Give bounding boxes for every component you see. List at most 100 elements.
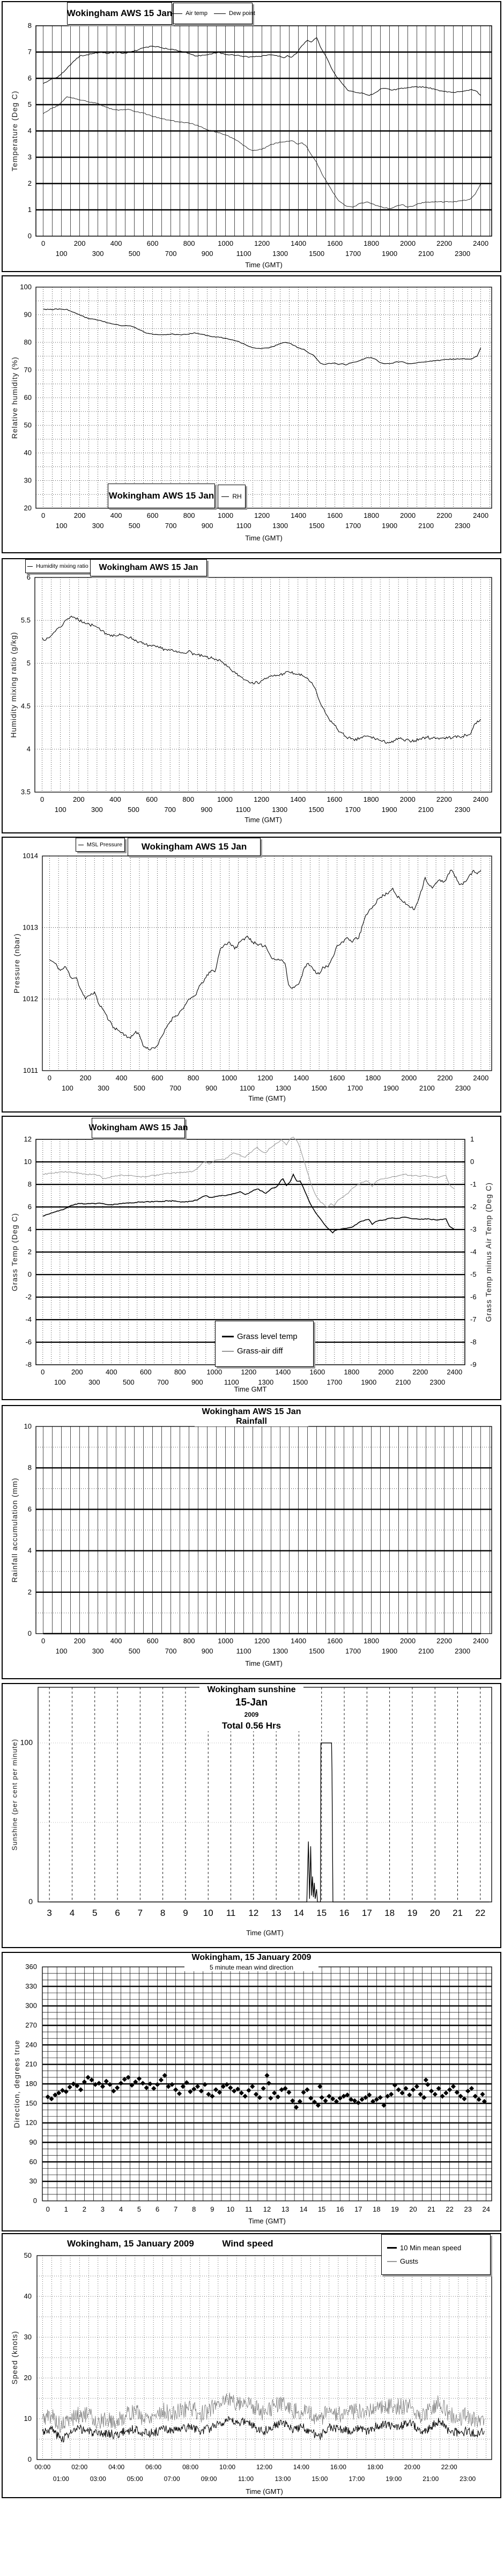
svg-text:20: 20 <box>409 2205 417 2213</box>
svg-text:500: 500 <box>134 1084 145 1092</box>
svg-text:2400: 2400 <box>473 795 488 803</box>
legend-label: Humidity mixing ratio <box>36 563 88 569</box>
svg-text:1700: 1700 <box>345 806 361 814</box>
svg-text:500: 500 <box>128 806 139 814</box>
svg-text:12:00: 12:00 <box>256 2463 272 2471</box>
svg-text:600: 600 <box>152 1074 164 1082</box>
svg-text:600: 600 <box>147 511 159 519</box>
svg-text:600: 600 <box>146 795 158 803</box>
chart-title-box: Wokingham AWS 15 Jan <box>89 1118 188 1138</box>
svg-text:09:00: 09:00 <box>201 2475 217 2483</box>
svg-text:0: 0 <box>48 1074 51 1082</box>
svg-text:21: 21 <box>453 1908 463 1918</box>
svg-text:200: 200 <box>80 1074 92 1082</box>
svg-text:1700: 1700 <box>327 1378 342 1386</box>
x-axis-title: Time (GMT) <box>245 261 283 269</box>
svg-text:800: 800 <box>183 1637 195 1645</box>
svg-text:0: 0 <box>41 511 45 519</box>
svg-text:200: 200 <box>71 1368 83 1376</box>
svg-text:1000: 1000 <box>217 795 233 803</box>
x-axis-title: Time (GMT) <box>244 816 282 824</box>
svg-text:200: 200 <box>73 795 85 803</box>
svg-text:1200: 1200 <box>257 1074 273 1082</box>
svg-text:2000: 2000 <box>400 795 416 803</box>
x-axis-title: Time (GMT) <box>248 1094 286 1102</box>
svg-text:150: 150 <box>25 2099 37 2107</box>
svg-text:6: 6 <box>155 2205 159 2213</box>
grass-temp-chart-panel: -8 -6 -4 -2 0 2 4 6 8 10 12 -9 -8 -7 -6 -5 -4 -3 -2 -1 0 1 0 20… <box>2 1116 501 1400</box>
svg-text:-4: -4 <box>470 1248 477 1256</box>
svg-text:1000: 1000 <box>206 1368 222 1376</box>
svg-text:1600: 1600 <box>329 1074 345 1082</box>
svg-text:17:00: 17:00 <box>349 2475 365 2483</box>
svg-text:180: 180 <box>25 2080 37 2088</box>
pressure-chart-panel: 1011 1012 1013 1014 0 200 400 600 800 1000 1200 140… <box>2 837 501 1113</box>
svg-text:400: 400 <box>106 1368 117 1376</box>
svg-text:12: 12 <box>24 1135 32 1143</box>
svg-text:5: 5 <box>92 1908 97 1918</box>
svg-text:2300: 2300 <box>455 522 470 530</box>
legend-label: Grass-air diff <box>237 1346 283 1356</box>
svg-text:240: 240 <box>25 2040 37 2048</box>
svg-text:1800: 1800 <box>364 795 379 803</box>
svg-text:90: 90 <box>24 311 32 319</box>
svg-text:11: 11 <box>226 1908 236 1918</box>
svg-text:22: 22 <box>475 1908 485 1918</box>
svg-text:17: 17 <box>362 1908 372 1918</box>
svg-text:2300: 2300 <box>455 1647 470 1655</box>
svg-text:08:00: 08:00 <box>182 2463 198 2471</box>
svg-text:1011: 1011 <box>23 1066 38 1074</box>
svg-text:2100: 2100 <box>418 250 434 258</box>
temperature-chart-panel: 0 1 2 3 4 5 6 7 8 0 200 400 600 800 1000 1200 1400 1600 18… <box>2 1 501 272</box>
svg-text:1: 1 <box>64 2205 68 2213</box>
svg-text:1500: 1500 <box>309 250 324 258</box>
svg-text:100: 100 <box>56 250 68 258</box>
svg-text:1400: 1400 <box>293 1074 309 1082</box>
sunshine-plot: 0 100 3 4 5 6 7 8 9 10 11 12 13 14 15 16 17 18 19 20 21 22 <box>20 1687 492 1918</box>
svg-text:-2: -2 <box>25 1293 32 1301</box>
x-axis-title: Time (GMT) <box>246 1929 284 1937</box>
svg-text:1600: 1600 <box>327 239 343 247</box>
svg-text:19: 19 <box>391 2205 398 2213</box>
svg-text:15: 15 <box>316 1908 327 1918</box>
svg-text:1200: 1200 <box>241 1368 256 1376</box>
svg-text:10: 10 <box>24 2414 32 2423</box>
svg-text:0: 0 <box>28 1629 32 1637</box>
legend-label: 10 Min mean speed <box>400 2244 462 2252</box>
svg-text:0: 0 <box>470 1158 474 1166</box>
y-axis-title: Grass Temp (Deg C) <box>10 1212 19 1292</box>
svg-text:02:00: 02:00 <box>71 2463 87 2471</box>
svg-text:500: 500 <box>129 250 140 258</box>
svg-text:1300: 1300 <box>276 1084 291 1092</box>
svg-text:900: 900 <box>202 1647 213 1655</box>
svg-text:60: 60 <box>24 393 32 401</box>
chart-title-box: Wokingham AWS 15 Jan <box>108 484 215 508</box>
svg-text:300: 300 <box>92 1647 104 1655</box>
svg-text:1014: 1014 <box>23 852 38 860</box>
svg-text:-6: -6 <box>25 1338 32 1346</box>
svg-text:2100: 2100 <box>418 1647 434 1655</box>
svg-text:8: 8 <box>28 21 32 30</box>
chart-title-box: Wokingham AWS 15 Jan <box>67 2 172 25</box>
svg-text:50: 50 <box>24 2251 32 2259</box>
legend-label: Dew point <box>229 10 255 17</box>
sunshine-chart-panel: 0 100 3 4 5 6 7 8 9 10 11 12 13 14 15 16 17 18 19 20 21 22 Wo… <box>2 1683 501 1948</box>
svg-text:0: 0 <box>28 1897 33 1906</box>
legend-box: Grass level temp Grass-air diff <box>215 1321 314 1367</box>
svg-text:0: 0 <box>40 795 44 803</box>
svg-text:1100: 1100 <box>236 250 251 258</box>
svg-text:800: 800 <box>183 239 195 247</box>
svg-text:20: 20 <box>430 1908 440 1918</box>
svg-text:4.5: 4.5 <box>21 702 31 710</box>
svg-text:700: 700 <box>165 522 177 530</box>
wind-speed-chart-panel: 0 10 20 30 40 50 00:00 02:00 04:00 06:00 08:00 10:0… <box>2 2233 501 2498</box>
grass-temp-line-swatch <box>222 1336 234 1337</box>
svg-text:6: 6 <box>28 1505 32 1513</box>
svg-text:80: 80 <box>24 338 32 346</box>
legend-item-air-temp: Air temp <box>171 10 207 17</box>
svg-text:1000: 1000 <box>221 1074 237 1082</box>
mixing-ratio-plot: 3.5 4 4.5 5 5.5 6 0 200 400 600 800 1000 1200 1400 160… <box>21 573 492 814</box>
svg-text:10: 10 <box>24 1422 32 1430</box>
svg-text:30: 30 <box>24 477 32 485</box>
svg-text:18: 18 <box>384 1908 395 1918</box>
